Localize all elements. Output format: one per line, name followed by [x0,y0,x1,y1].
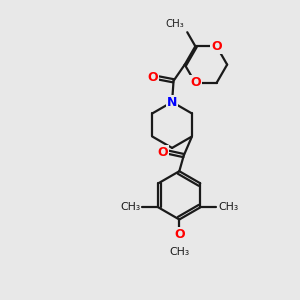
Text: CH₃: CH₃ [166,19,184,29]
Text: O: O [174,228,184,241]
Text: CH₃: CH₃ [169,247,189,257]
Text: O: O [211,40,222,53]
Text: O: O [190,76,201,89]
Text: CH₃: CH₃ [218,202,238,212]
Text: CH₃: CH₃ [121,202,141,212]
Text: O: O [148,71,158,84]
Text: O: O [157,146,167,159]
Text: N: N [167,95,177,109]
